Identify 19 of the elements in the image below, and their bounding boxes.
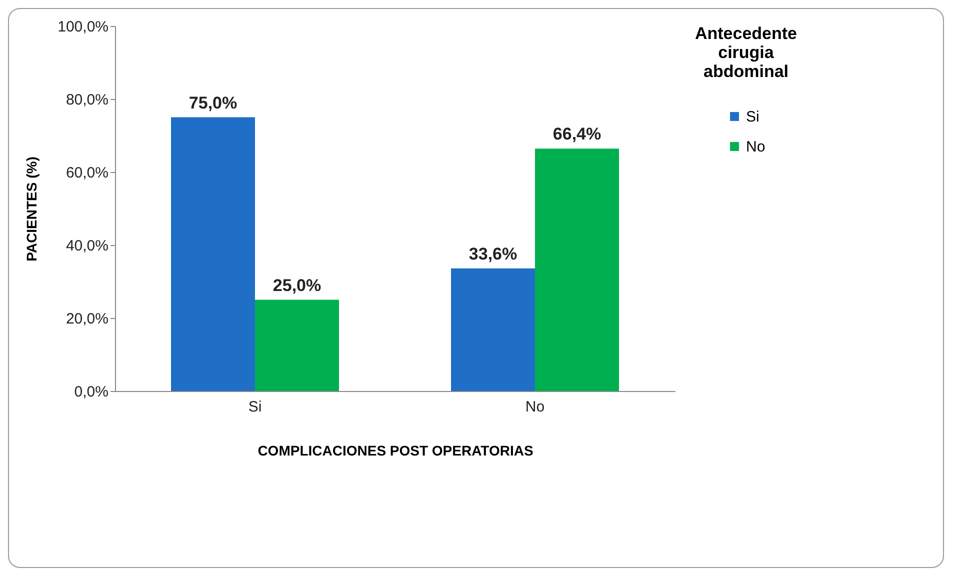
data-label: 33,6% [468, 244, 518, 264]
legend-title: Antecedente cirugia abdominal [694, 24, 798, 81]
y-tick-label: 20,0% [66, 310, 108, 328]
bar [535, 148, 619, 391]
data-label: 75,0% [188, 93, 238, 112]
data-label: 66,4% [552, 124, 602, 144]
legend-label: No [746, 138, 766, 156]
x-axis-title: COMPLICACIONES POST OPERATORIAS [258, 442, 534, 458]
bar [255, 300, 339, 391]
y-tick-label: 100,0% [58, 18, 108, 36]
y-axis-title: PACIENTES (%) [24, 156, 40, 262]
y-tick-label: 0,0% [74, 384, 108, 400]
y-tick-label: 40,0% [66, 238, 108, 254]
y-tick-label: 80,0% [66, 92, 108, 108]
bar [451, 268, 535, 391]
legend-label: Si [746, 108, 760, 126]
y-tick-label: 60,0% [66, 164, 108, 182]
bar [171, 117, 255, 391]
data-label: 25,0% [272, 276, 322, 295]
